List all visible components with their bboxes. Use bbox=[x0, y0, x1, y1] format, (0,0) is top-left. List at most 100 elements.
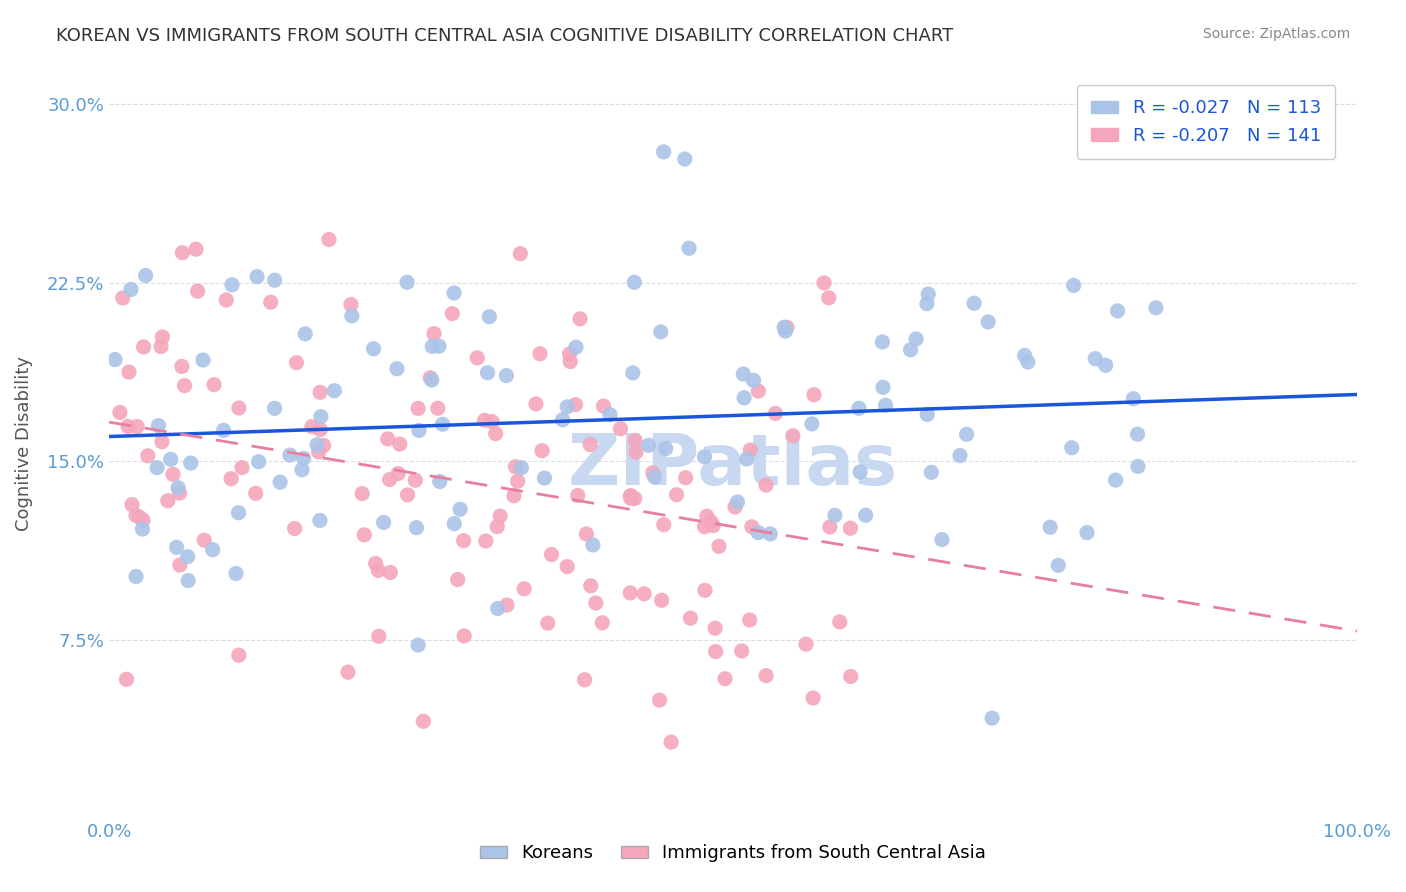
Point bbox=[477, 366, 499, 380]
Point bbox=[150, 434, 173, 449]
Point bbox=[453, 629, 475, 643]
Point bbox=[406, 638, 429, 652]
Point bbox=[246, 269, 269, 284]
Point bbox=[312, 438, 335, 452]
Point bbox=[509, 246, 531, 260]
Point bbox=[537, 616, 560, 631]
Point bbox=[489, 509, 512, 524]
Point bbox=[1122, 392, 1144, 406]
Point bbox=[263, 273, 285, 287]
Point bbox=[159, 452, 181, 467]
Point bbox=[294, 326, 316, 341]
Point bbox=[848, 401, 870, 416]
Point bbox=[385, 361, 408, 376]
Point bbox=[702, 518, 724, 533]
Point bbox=[202, 377, 225, 392]
Point bbox=[367, 563, 389, 577]
Point bbox=[1047, 558, 1070, 573]
Point bbox=[136, 449, 159, 463]
Point bbox=[565, 340, 588, 354]
Point bbox=[177, 574, 200, 588]
Point bbox=[363, 342, 385, 356]
Point bbox=[1104, 473, 1126, 487]
Point bbox=[1126, 459, 1149, 474]
Point bbox=[731, 644, 754, 658]
Point bbox=[180, 456, 202, 470]
Point bbox=[555, 559, 578, 574]
Point bbox=[506, 474, 529, 488]
Point bbox=[855, 508, 877, 523]
Point bbox=[104, 352, 127, 367]
Point bbox=[555, 400, 578, 414]
Point bbox=[637, 438, 659, 452]
Point bbox=[245, 486, 267, 500]
Point bbox=[148, 418, 170, 433]
Point bbox=[693, 583, 716, 598]
Point bbox=[301, 419, 323, 434]
Point bbox=[849, 465, 872, 479]
Point bbox=[453, 533, 475, 548]
Point bbox=[291, 463, 314, 477]
Point bbox=[352, 486, 374, 500]
Point bbox=[747, 384, 769, 398]
Point bbox=[623, 491, 645, 506]
Point bbox=[117, 419, 139, 434]
Point bbox=[872, 334, 894, 349]
Point bbox=[225, 566, 247, 581]
Point bbox=[127, 419, 149, 434]
Point bbox=[1060, 441, 1083, 455]
Point bbox=[782, 429, 804, 443]
Point bbox=[336, 665, 359, 680]
Point bbox=[212, 423, 235, 437]
Point bbox=[707, 539, 730, 553]
Point bbox=[679, 611, 702, 625]
Point bbox=[449, 502, 471, 516]
Text: Source: ZipAtlas.com: Source: ZipAtlas.com bbox=[1202, 27, 1350, 41]
Point bbox=[150, 339, 173, 353]
Point bbox=[128, 510, 150, 524]
Point bbox=[193, 533, 215, 548]
Point bbox=[465, 351, 488, 365]
Point bbox=[176, 549, 198, 564]
Point bbox=[801, 691, 824, 706]
Point bbox=[166, 541, 188, 555]
Point bbox=[931, 533, 953, 547]
Point bbox=[503, 489, 526, 503]
Point bbox=[481, 415, 503, 429]
Point bbox=[875, 398, 897, 412]
Point bbox=[1017, 355, 1039, 369]
Point bbox=[524, 397, 547, 411]
Point bbox=[170, 359, 193, 374]
Point bbox=[426, 401, 449, 416]
Point bbox=[191, 353, 214, 368]
Point bbox=[800, 417, 823, 431]
Point bbox=[977, 315, 1000, 329]
Point bbox=[828, 615, 851, 629]
Point bbox=[152, 330, 174, 344]
Point bbox=[201, 542, 224, 557]
Point bbox=[531, 443, 554, 458]
Point bbox=[724, 500, 747, 514]
Point bbox=[353, 528, 375, 542]
Point bbox=[609, 422, 631, 436]
Point bbox=[513, 582, 536, 596]
Point bbox=[263, 401, 285, 416]
Point bbox=[540, 548, 562, 562]
Point bbox=[396, 275, 419, 289]
Point bbox=[108, 405, 131, 419]
Point bbox=[118, 365, 141, 379]
Point bbox=[309, 513, 332, 527]
Point bbox=[529, 347, 551, 361]
Point bbox=[813, 276, 835, 290]
Point bbox=[585, 596, 607, 610]
Text: ZIPatlаs: ZIPatlаs bbox=[568, 432, 898, 500]
Point bbox=[654, 442, 676, 456]
Point bbox=[558, 347, 581, 361]
Point bbox=[915, 408, 938, 422]
Point bbox=[247, 455, 270, 469]
Point bbox=[131, 522, 153, 536]
Point bbox=[738, 613, 761, 627]
Legend: R = -0.027   N = 113, R = -0.207   N = 141: R = -0.027 N = 113, R = -0.207 N = 141 bbox=[1077, 85, 1336, 159]
Point bbox=[309, 423, 332, 437]
Point bbox=[917, 287, 939, 301]
